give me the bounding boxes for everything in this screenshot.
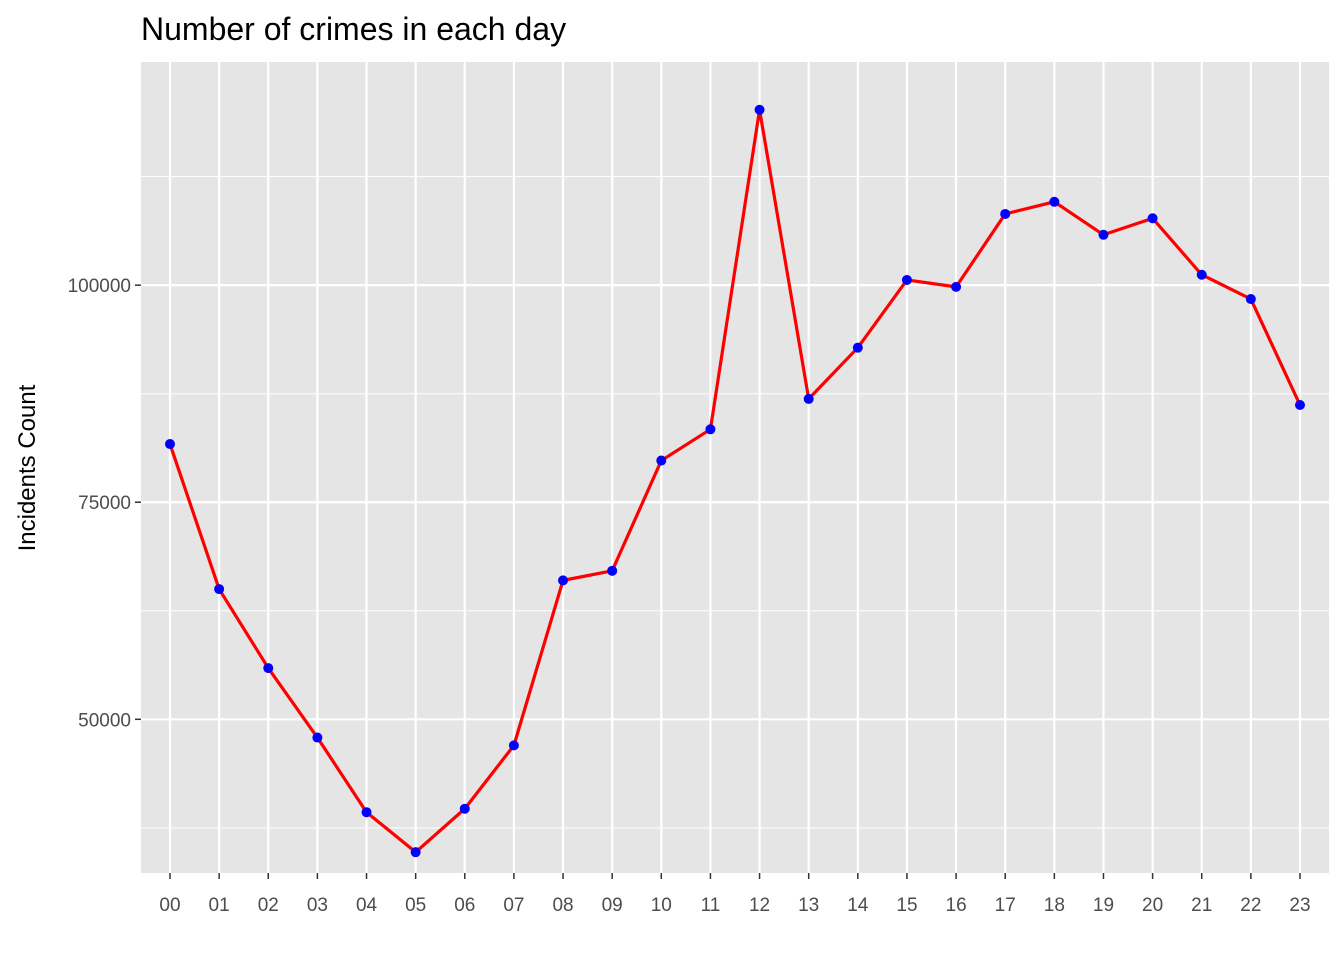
x-tick-label: 12 xyxy=(749,895,770,916)
y-axis-title: Incidents Count xyxy=(14,384,41,551)
series-line xyxy=(168,108,1302,854)
y-tick-label: 50000 xyxy=(78,710,131,731)
data-point xyxy=(901,274,912,285)
data-point xyxy=(852,342,863,353)
data-point xyxy=(1147,213,1158,224)
data-point xyxy=(951,281,962,292)
x-tick-label: 01 xyxy=(209,895,230,916)
x-tick-label: 03 xyxy=(307,895,328,916)
x-tick-label: 18 xyxy=(1044,895,1065,916)
x-tick-label: 04 xyxy=(356,895,378,916)
x-tick-label: 17 xyxy=(995,895,1016,916)
x-tick-label: 21 xyxy=(1191,895,1212,916)
panel-background xyxy=(141,62,1329,873)
x-tick-label: 20 xyxy=(1142,895,1163,916)
x-tick-label: 00 xyxy=(159,895,180,916)
data-point xyxy=(1196,269,1207,280)
gridlines xyxy=(141,62,1329,873)
plot-panel xyxy=(141,62,1329,873)
data-point xyxy=(214,584,225,595)
x-tick-label: 08 xyxy=(552,895,573,916)
x-tick-label: 10 xyxy=(651,895,672,916)
data-point xyxy=(410,847,421,858)
data-point xyxy=(607,565,618,576)
x-tick-label: 16 xyxy=(946,895,967,916)
data-point xyxy=(508,740,519,751)
data-point xyxy=(165,439,175,450)
data-point xyxy=(754,104,765,115)
x-tick-label: 07 xyxy=(503,895,524,916)
x-tick-label: 14 xyxy=(847,895,869,916)
x-tick-label: 19 xyxy=(1093,895,1114,916)
x-tick-label: 22 xyxy=(1240,895,1261,916)
data-point xyxy=(803,393,814,404)
data-point xyxy=(656,455,667,466)
x-axis-ticks: 00 01 02 03 04 05 06 07 08 09 10 11 12 13 14 15 16 17 18 19… xyxy=(159,873,1311,916)
y-tick-label: 100000 xyxy=(68,276,131,297)
data-point xyxy=(312,732,323,743)
y-axis-ticks: 50000 75000 100000 xyxy=(68,276,141,731)
data-point xyxy=(1000,208,1011,219)
chart-title: Number of crimes in each day xyxy=(141,11,566,47)
data-point xyxy=(705,424,716,435)
x-tick-label: 06 xyxy=(454,895,475,916)
x-tick-label: 23 xyxy=(1289,895,1310,916)
x-tick-label: 11 xyxy=(701,895,721,916)
data-point xyxy=(263,663,274,674)
data-point xyxy=(1245,294,1256,305)
data-point xyxy=(558,575,569,586)
data-point xyxy=(361,807,372,818)
data-point xyxy=(1049,196,1060,207)
y-tick-label: 75000 xyxy=(78,493,131,514)
x-tick-label: 02 xyxy=(258,895,279,916)
x-tick-label: 09 xyxy=(602,895,623,916)
data-series xyxy=(165,104,1305,858)
data-point xyxy=(1098,229,1109,240)
x-tick-label: 05 xyxy=(405,895,426,916)
data-point xyxy=(459,803,470,814)
data-point xyxy=(1294,399,1305,410)
x-tick-label: 13 xyxy=(798,895,819,916)
x-tick-label: 15 xyxy=(896,895,917,916)
